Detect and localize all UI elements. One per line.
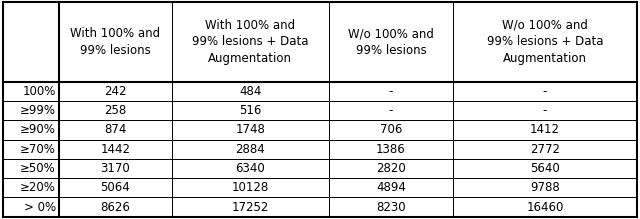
Bar	[59, 82, 172, 101]
Bar	[3, 2, 59, 82]
Text: 6340: 6340	[236, 162, 265, 175]
Text: 5064: 5064	[100, 181, 130, 194]
Text: 8626: 8626	[100, 201, 131, 214]
Text: 1442: 1442	[100, 143, 131, 156]
Text: ≥50%: ≥50%	[20, 162, 56, 175]
Bar	[453, 198, 637, 217]
Bar	[59, 120, 172, 140]
Bar	[453, 82, 637, 101]
Text: 9788: 9788	[530, 181, 560, 194]
Text: 516: 516	[239, 104, 262, 117]
Bar	[3, 198, 59, 217]
Bar	[453, 2, 637, 82]
Bar	[59, 140, 172, 159]
Text: With 100% and
99% lesions + Data
Augmentation: With 100% and 99% lesions + Data Augment…	[192, 19, 308, 65]
Bar	[329, 120, 453, 140]
Bar	[172, 2, 329, 82]
Text: -: -	[388, 85, 393, 98]
Text: 10128: 10128	[232, 181, 269, 194]
Bar	[59, 198, 172, 217]
Bar	[453, 140, 637, 159]
Bar	[59, 2, 172, 82]
Bar	[172, 120, 329, 140]
Text: W/o 100% and
99% lesions: W/o 100% and 99% lesions	[348, 27, 434, 57]
Text: 8230: 8230	[376, 201, 406, 214]
Text: 706: 706	[380, 123, 402, 136]
Text: -: -	[388, 104, 393, 117]
Text: 4894: 4894	[376, 181, 406, 194]
Text: -: -	[543, 85, 547, 98]
Bar	[3, 120, 59, 140]
Text: 1386: 1386	[376, 143, 406, 156]
Bar	[329, 2, 453, 82]
Text: 2772: 2772	[530, 143, 560, 156]
Text: 258: 258	[104, 104, 127, 117]
Bar	[329, 82, 453, 101]
Bar	[329, 159, 453, 178]
Bar	[3, 82, 59, 101]
Bar	[453, 178, 637, 198]
Bar	[172, 178, 329, 198]
Text: ≥70%: ≥70%	[20, 143, 56, 156]
Text: 100%: 100%	[22, 85, 56, 98]
Bar	[329, 140, 453, 159]
Text: With 100% and
99% lesions: With 100% and 99% lesions	[70, 27, 161, 57]
Bar	[453, 120, 637, 140]
Bar	[172, 198, 329, 217]
Bar	[453, 101, 637, 120]
Text: 17252: 17252	[232, 201, 269, 214]
Bar	[329, 198, 453, 217]
Text: 1412: 1412	[530, 123, 560, 136]
Text: 2884: 2884	[236, 143, 265, 156]
Bar	[59, 159, 172, 178]
Text: 874: 874	[104, 123, 127, 136]
Bar	[172, 82, 329, 101]
Bar	[59, 178, 172, 198]
Bar	[3, 140, 59, 159]
Text: ≥99%: ≥99%	[20, 104, 56, 117]
Bar	[3, 101, 59, 120]
Text: > 0%: > 0%	[24, 201, 56, 214]
Bar	[329, 101, 453, 120]
Bar	[172, 159, 329, 178]
Bar	[172, 101, 329, 120]
Text: 16460: 16460	[526, 201, 564, 214]
Bar	[3, 159, 59, 178]
Bar	[3, 178, 59, 198]
Text: W/o 100% and
99% lesions + Data
Augmentation: W/o 100% and 99% lesions + Data Augmenta…	[486, 19, 603, 65]
Bar	[59, 101, 172, 120]
Text: 3170: 3170	[100, 162, 130, 175]
Text: 484: 484	[239, 85, 262, 98]
Text: 242: 242	[104, 85, 127, 98]
Text: 5640: 5640	[530, 162, 560, 175]
Bar	[453, 159, 637, 178]
Text: ≥20%: ≥20%	[20, 181, 56, 194]
Text: 2820: 2820	[376, 162, 406, 175]
Bar	[329, 178, 453, 198]
Text: ≥90%: ≥90%	[20, 123, 56, 136]
Text: -: -	[543, 104, 547, 117]
Bar	[172, 140, 329, 159]
Text: 1748: 1748	[236, 123, 265, 136]
